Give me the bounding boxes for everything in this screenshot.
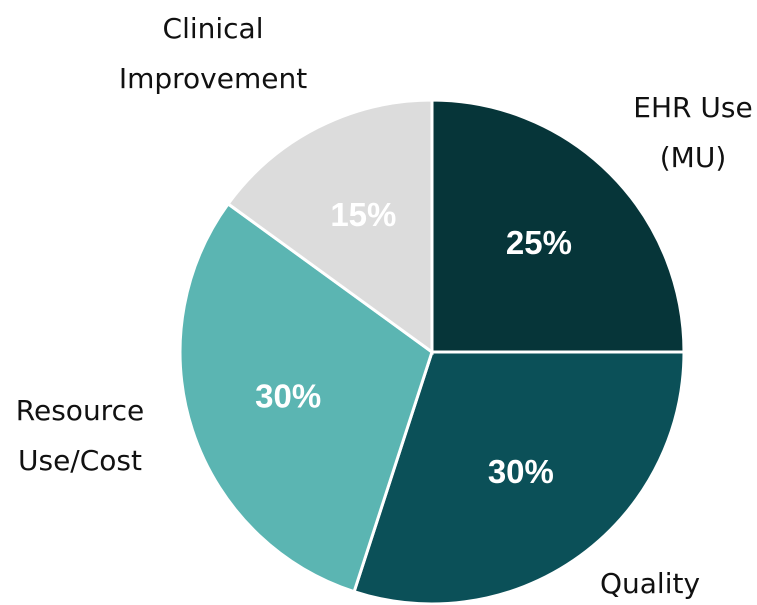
category-label: Clinical Improvement	[119, 12, 307, 95]
pie-slice	[226, 98, 434, 355]
label-line: Clinical	[163, 12, 264, 45]
label-line: Use/Cost	[18, 444, 142, 477]
pie-slice	[178, 201, 434, 594]
label-line: Improvement	[119, 62, 307, 95]
category-label: Resource Use/Cost	[16, 394, 144, 477]
category-label: EHR Use (MU)	[633, 91, 752, 174]
label-line: EHR Use	[633, 91, 752, 124]
label-line: (MU)	[660, 141, 727, 174]
pie-slice	[352, 350, 686, 605]
category-label: Quality	[600, 567, 700, 600]
label-line: Resource	[16, 394, 144, 427]
value-label: 30%	[488, 453, 554, 490]
pie-slice	[430, 98, 686, 354]
value-label: 30%	[255, 377, 321, 414]
value-label: 25%	[506, 224, 572, 261]
value-label: 15%	[330, 196, 396, 233]
label-line: Quality	[600, 567, 700, 600]
